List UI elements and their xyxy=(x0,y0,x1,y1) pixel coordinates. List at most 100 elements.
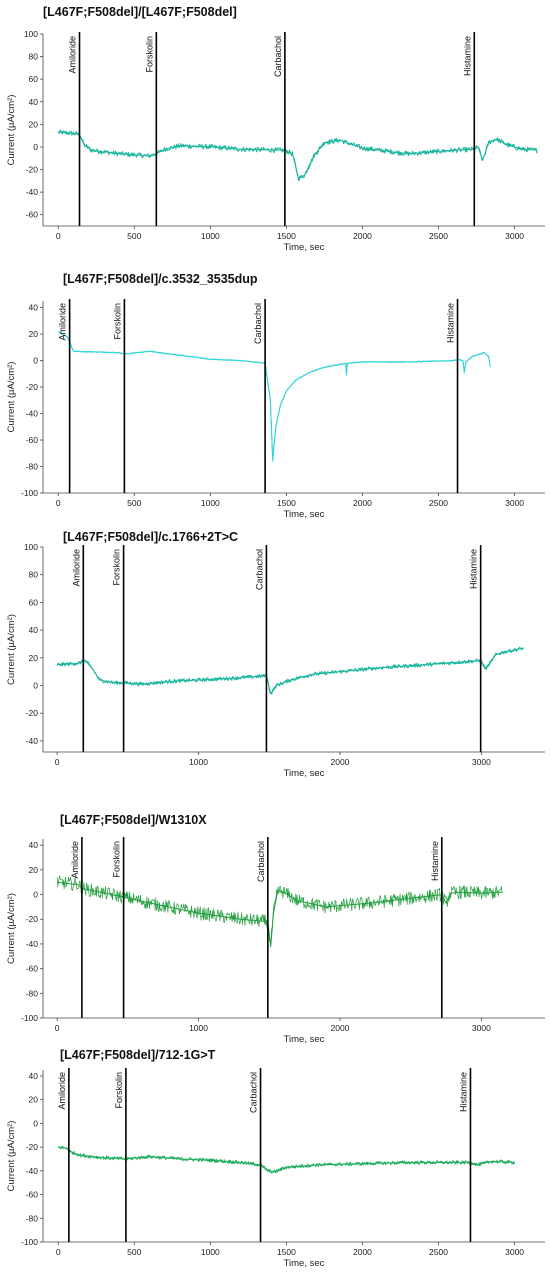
x-tick-label: 2000 xyxy=(353,1247,372,1257)
x-tick-label: 500 xyxy=(127,498,141,508)
x-tick-label: 500 xyxy=(127,231,141,241)
x-tick-label: 1000 xyxy=(189,1023,208,1033)
chart-title: [L467F;F508del]/712-1G>T xyxy=(60,1048,216,1062)
series-line-1 xyxy=(56,875,503,944)
y-tick-label: 80 xyxy=(29,52,39,62)
y-tick-label: 20 xyxy=(29,1095,39,1105)
y-axis-label: Current (µA/cm²) xyxy=(6,893,17,964)
y-tick-label: 60 xyxy=(29,597,39,607)
series-trend-1 xyxy=(58,1146,515,1173)
event-label-carbachol: Carbachol xyxy=(249,1072,259,1113)
y-tick-label: -20 xyxy=(26,914,39,924)
chart-panel-3: [L467F;F508del]/c.1766+2T>C -40 -20 0 20 40 60… xyxy=(6,530,545,779)
event-label-carbachol: Carbachol xyxy=(273,36,283,77)
x-axis-label: Time, sec xyxy=(284,1034,325,1045)
y-tick-label: 60 xyxy=(29,74,39,84)
y-tick-label: 20 xyxy=(29,653,39,663)
x-tick-label: 0 xyxy=(56,231,61,241)
y-tick-label: -100 xyxy=(21,1237,38,1247)
event-label-forskolin: Forskolin xyxy=(112,549,122,586)
x-tick-label: 1500 xyxy=(277,498,296,508)
y-tick-label: 20 xyxy=(29,865,39,875)
x-tick-label: 3000 xyxy=(505,231,524,241)
y-tick-label: 40 xyxy=(29,840,39,850)
series-trend-1 xyxy=(57,881,503,947)
y-tick-label: 40 xyxy=(29,303,39,313)
x-tick-label: 2000 xyxy=(353,498,372,508)
y-tick-label: 100 xyxy=(24,29,38,39)
y-axis-label: Current (µA/cm²) xyxy=(6,95,17,166)
x-axis-label: Time, sec xyxy=(284,509,325,520)
y-tick-label: -60 xyxy=(26,435,39,445)
chart-title: [L467F;F508del]/c.1766+2T>C xyxy=(63,530,238,544)
x-axis-label: Time, sec xyxy=(284,1258,325,1269)
x-tick-label: 1000 xyxy=(201,498,220,508)
x-tick-label: 500 xyxy=(127,1247,141,1257)
x-tick-label: 3000 xyxy=(505,1247,524,1257)
chart-title: [L467F;F508del]/[L467F;F508del] xyxy=(43,5,237,19)
y-tick-label: -20 xyxy=(26,382,39,392)
y-tick-label: 40 xyxy=(29,97,39,107)
event-label-histamine: Histamine xyxy=(462,36,472,76)
y-tick-label: -40 xyxy=(26,187,39,197)
x-tick-label: 2000 xyxy=(330,1023,349,1033)
y-axis-label: Current (µA/cm²) xyxy=(6,362,17,433)
x-tick-label: 3000 xyxy=(472,757,491,767)
x-tick-label: 0 xyxy=(55,1023,60,1033)
event-label-forskolin: Forskolin xyxy=(114,1072,124,1109)
event-label-forskolin: Forskolin xyxy=(112,841,122,878)
event-label-carbachol: Carbachol xyxy=(254,549,264,590)
series-line-1 xyxy=(57,331,491,459)
event-label-carbachol: Carbachol xyxy=(256,841,266,882)
series-line-1 xyxy=(57,129,538,182)
y-tick-label: 0 xyxy=(33,1118,38,1128)
y-tick-label: -100 xyxy=(21,488,38,498)
y-tick-label: -40 xyxy=(26,736,39,746)
y-tick-label: -20 xyxy=(26,708,39,718)
y-tick-label: -20 xyxy=(26,1142,39,1152)
chart-title: [L467F;F508del]/c.3532_3535dup xyxy=(63,272,258,286)
event-label-histamine: Histamine xyxy=(430,841,440,881)
y-tick-label: -60 xyxy=(26,1190,39,1200)
series-trend-1 xyxy=(57,331,491,462)
x-tick-label: 2500 xyxy=(429,1247,448,1257)
y-tick-label: -80 xyxy=(26,1213,39,1223)
y-tick-label: -60 xyxy=(26,210,39,220)
event-label-forskolin: Forskolin xyxy=(112,303,122,340)
event-label-histamine: Histamine xyxy=(458,1072,468,1112)
y-tick-label: -40 xyxy=(26,409,39,419)
x-tick-label: 0 xyxy=(56,498,61,508)
y-tick-label: 0 xyxy=(33,356,38,366)
y-tick-label: 80 xyxy=(29,570,39,580)
y-tick-label: 40 xyxy=(29,1071,39,1081)
series-trend-1 xyxy=(57,647,524,695)
x-tick-label: 3000 xyxy=(505,498,524,508)
x-tick-label: 1500 xyxy=(277,1247,296,1257)
y-tick-label: 20 xyxy=(29,329,39,339)
y-tick-label: -40 xyxy=(26,939,39,949)
x-tick-label: 0 xyxy=(55,757,60,767)
x-tick-label: 2000 xyxy=(330,757,349,767)
x-axis-label: Time, sec xyxy=(284,242,325,253)
series-trend-1 xyxy=(58,131,538,180)
chart-panel-1: [L467F;F508del]/[L467F;F508del] -60 -40 -20… xyxy=(6,5,545,253)
series-line-1 xyxy=(56,646,524,695)
y-tick-label: 0 xyxy=(33,681,38,691)
event-label-amiloride: Amiloride xyxy=(57,1072,67,1110)
y-tick-label: -80 xyxy=(26,988,39,998)
event-label-amiloride: Amiloride xyxy=(68,36,78,74)
chart-panel-2: [L467F;F508del]/c.3532_3535dup -100 -80 -60… xyxy=(6,272,545,520)
x-tick-label: 0 xyxy=(56,1247,61,1257)
x-tick-label: 1000 xyxy=(201,231,220,241)
x-tick-label: 1000 xyxy=(201,1247,220,1257)
x-axis-label: Time, sec xyxy=(284,768,325,779)
y-tick-label: 0 xyxy=(33,890,38,900)
x-tick-label: 2500 xyxy=(429,498,448,508)
event-label-amiloride: Amiloride xyxy=(71,549,81,587)
event-label-histamine: Histamine xyxy=(446,303,456,343)
y-tick-label: 100 xyxy=(24,542,38,552)
event-label-amiloride: Amiloride xyxy=(70,841,80,879)
event-label-amiloride: Amiloride xyxy=(58,303,68,341)
y-axis-label: Current (µA/cm²) xyxy=(6,614,17,685)
